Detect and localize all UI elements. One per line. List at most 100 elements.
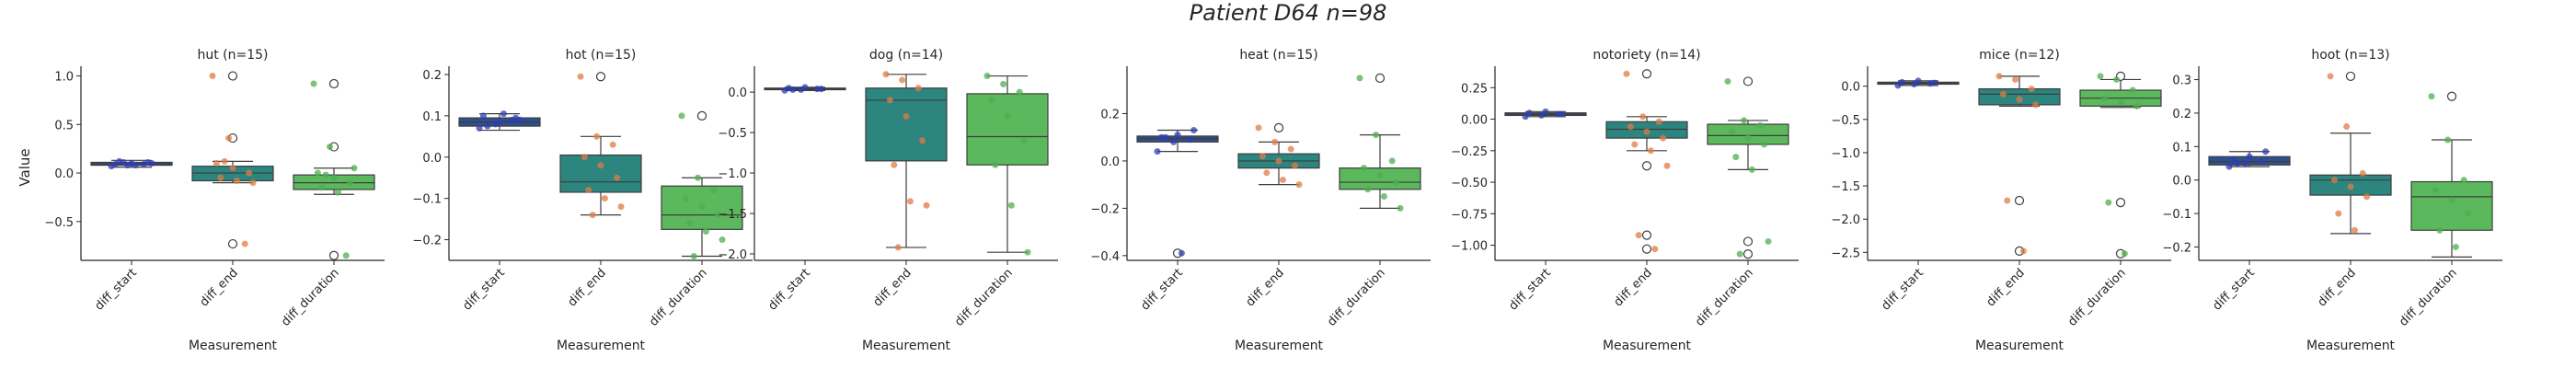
panel-title: hot (n=15)	[566, 48, 637, 63]
data-point	[1542, 108, 1549, 115]
y-tick-label: 0.5	[54, 119, 74, 132]
data-point	[1259, 153, 1266, 160]
data-point	[330, 174, 338, 181]
data-point	[2032, 101, 2040, 109]
data-point	[1190, 126, 1198, 133]
chart-panel-0: hut (n=15) −0.5 0.0 0.5 1.0 diff_start diff_en…	[44, 48, 385, 353]
data-point	[690, 253, 697, 260]
data-point	[1538, 111, 1546, 119]
outlier-point	[696, 110, 707, 121]
y-tick-label: −0.25	[1451, 145, 1488, 159]
data-point	[1380, 193, 1387, 201]
data-point	[347, 179, 354, 187]
x-tick-label: diff_duration	[647, 266, 710, 329]
data-point	[148, 160, 155, 167]
panel-title: notoriety (n=14)	[1593, 48, 1700, 63]
box-diff_duration	[1339, 167, 1421, 190]
data-point	[2105, 199, 2112, 206]
data-point	[789, 86, 797, 93]
y-tick-label: 0.2	[422, 69, 442, 83]
data-point	[1024, 248, 1031, 256]
y-tick-label: −1.5	[1831, 180, 1860, 194]
outlier-point	[1742, 76, 1754, 86]
data-point	[318, 184, 326, 191]
chart-panel-6: hoot (n=13) −0.2 −0.1 0.0 0.1 0.2 0.3 diff_star…	[2162, 48, 2502, 353]
outlier-point	[2345, 71, 2356, 82]
y-tick-label: −1.00	[1451, 240, 1488, 254]
data-point	[1376, 171, 1384, 178]
y-tick-label: −2.5	[1831, 247, 1860, 260]
data-point	[1263, 169, 1271, 177]
data-point	[1741, 117, 1748, 124]
outlier-point	[1641, 244, 1652, 254]
data-point	[2121, 250, 2128, 258]
data-point	[1356, 75, 1363, 82]
data-point	[2327, 73, 2334, 80]
data-point	[903, 113, 910, 121]
y-tick-label: 0.0	[1841, 81, 1860, 95]
y-tick-label: −0.5	[44, 216, 74, 230]
y-tick-label: 0.1	[422, 110, 442, 124]
data-point	[801, 84, 809, 91]
data-point	[581, 154, 588, 161]
chart-panel-2: dog (n=14) −2.0 −1.5 −1.0 −0.5 0.0 diff_start d…	[718, 48, 1058, 353]
data-point	[695, 174, 702, 181]
data-point	[1162, 133, 1169, 141]
data-point	[2242, 160, 2249, 167]
data-point	[678, 112, 685, 120]
data-point	[2363, 193, 2371, 201]
data-point	[1756, 121, 1764, 129]
y-tick-label: 0.0	[728, 86, 747, 100]
data-point	[914, 85, 922, 92]
panel-title: hut (n=15)	[197, 48, 268, 63]
data-point	[1279, 177, 1286, 184]
y-tick-label: −2.0	[1831, 213, 1860, 227]
x-tick-label: diff_start	[2210, 266, 2257, 313]
data-point	[1292, 162, 1299, 169]
data-point	[1639, 113, 1647, 121]
data-point	[221, 157, 228, 165]
x-axis-label: Measurement	[1235, 339, 1324, 353]
data-point	[351, 165, 358, 172]
outlier-point	[328, 250, 339, 260]
y-tick-label: −0.5	[1831, 114, 1860, 128]
data-point	[2012, 75, 2019, 83]
y-tick-label: 0.25	[1461, 82, 1488, 96]
x-axis-label: Measurement	[557, 339, 646, 353]
data-point	[2258, 158, 2265, 166]
data-point	[899, 76, 906, 84]
data-point	[1000, 80, 1007, 87]
outlier-point	[2115, 198, 2126, 208]
data-point	[1004, 113, 1011, 121]
data-point	[1178, 249, 1185, 257]
data-point	[1154, 148, 1161, 155]
data-point	[213, 160, 220, 167]
data-point	[1255, 124, 1262, 132]
data-point	[2460, 177, 2467, 184]
data-point	[686, 220, 694, 227]
x-tick-label: diff_start	[92, 266, 139, 313]
data-point	[1655, 118, 1662, 125]
data-point	[2428, 93, 2435, 100]
x-tick-label: diff_start	[1506, 266, 1553, 313]
box-diff_duration	[966, 93, 1049, 166]
data-point	[2465, 210, 2472, 217]
data-point	[682, 195, 689, 202]
data-point	[715, 212, 722, 219]
x-tick-label: diff_end	[1984, 266, 2028, 309]
x-tick-label: diff_duration	[2065, 266, 2129, 329]
x-tick-label: diff_start	[1879, 266, 1926, 313]
panel-title: dog (n=14)	[869, 48, 943, 63]
data-point	[1558, 110, 1566, 118]
data-point	[1765, 237, 1772, 245]
x-tick-label: diff_end	[871, 266, 914, 309]
x-tick-label: diff_end	[1612, 266, 1655, 309]
outlier-point	[1742, 236, 1754, 247]
x-tick-label: diff_start	[1138, 266, 1185, 313]
data-point	[719, 236, 726, 244]
data-point	[886, 97, 893, 104]
y-tick-label: −0.2	[1090, 202, 1120, 216]
data-point	[500, 110, 507, 118]
data-point	[310, 80, 317, 87]
y-axis-label: Value	[17, 148, 33, 186]
